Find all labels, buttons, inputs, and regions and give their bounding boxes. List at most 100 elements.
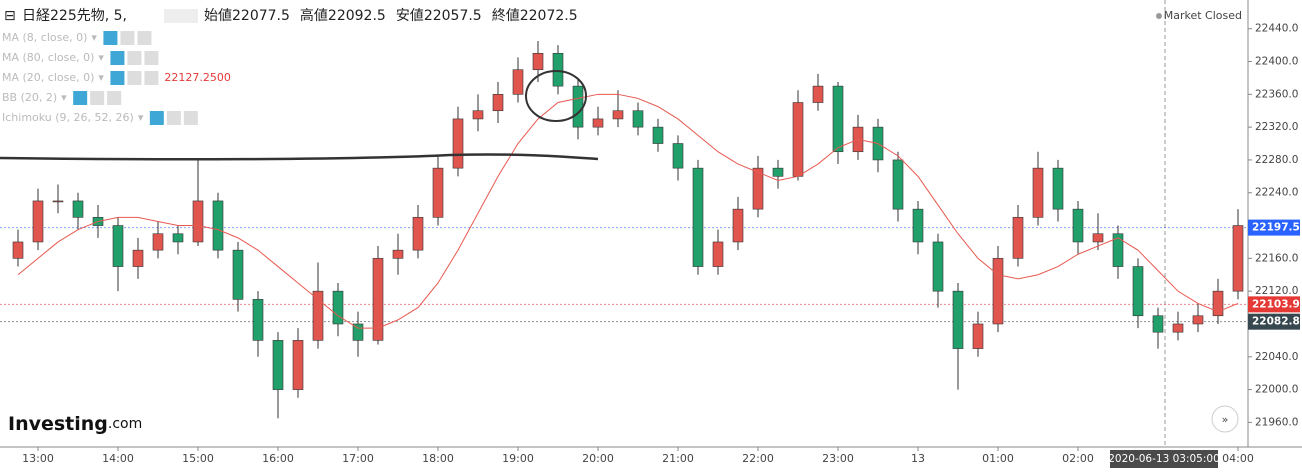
- candle-body: [212, 200, 224, 251]
- candle-body: [1152, 315, 1164, 333]
- candle-body: [412, 217, 424, 251]
- candle-body: [932, 241, 944, 292]
- indicator-label: Ichimoku (9, 26, 52, 26): [2, 111, 134, 124]
- x-tick-label: 14:00: [102, 452, 134, 465]
- candle-body: [592, 118, 604, 128]
- indicator-button[interactable]: [183, 111, 198, 125]
- candle-body: [792, 102, 804, 177]
- dropdown: ▾: [61, 91, 67, 104]
- cursor-label: 2020-06-13 03:05:00: [1108, 453, 1220, 465]
- x-tick-label: 17:00: [342, 452, 374, 465]
- indicator-label: MA (20, close, 0): [2, 71, 94, 84]
- price-tag-label: 22082.8: [1252, 316, 1300, 328]
- y-tick-label: 22240.0: [1255, 187, 1298, 199]
- moving-average: [17, 93, 1239, 329]
- candle-body: [112, 225, 124, 267]
- candle-body: [232, 249, 244, 300]
- candle-body: [972, 323, 984, 349]
- indicator-button[interactable]: [144, 71, 159, 85]
- price-tag-label: 22103.9: [1252, 298, 1300, 310]
- candle-body: [132, 249, 144, 267]
- x-tick-label: 15:00: [182, 452, 214, 465]
- candle-body: [752, 167, 764, 210]
- candle-body: [692, 167, 704, 267]
- y-tick-label: 22440.0: [1255, 23, 1298, 35]
- candle-body: [672, 143, 684, 169]
- indicator-button[interactable]: [127, 71, 142, 85]
- field-label: 終値: [492, 8, 520, 24]
- candle-body: [1212, 290, 1224, 317]
- indicator-button[interactable]: [166, 111, 181, 125]
- candle-body: [1072, 208, 1084, 243]
- candle-body: [152, 233, 164, 251]
- candle-body: [332, 290, 344, 325]
- candle-body: [312, 290, 324, 341]
- indicator-button[interactable]: [144, 51, 159, 65]
- indicator-button[interactable]: [110, 51, 125, 65]
- indicator-button[interactable]: [90, 91, 105, 105]
- toolbar-icons[interactable]: [164, 9, 198, 23]
- dropdown: ▾: [98, 71, 104, 84]
- indicator-button[interactable]: [120, 31, 135, 45]
- candle-body: [992, 258, 1004, 325]
- x-tick-label: 13: [911, 452, 925, 465]
- drawn-circle: [525, 70, 587, 122]
- candle-body: [1092, 233, 1104, 243]
- dropdown: ▾: [91, 31, 97, 44]
- x-tick-label: 21:00: [662, 452, 694, 465]
- drawn-line: [0, 153, 599, 161]
- candle-body: [712, 241, 724, 267]
- indicator-label: MA (80, close, 0): [2, 51, 94, 64]
- x-tick-label: 22:00: [742, 452, 774, 465]
- y-tick-label: 22040.0: [1255, 351, 1298, 363]
- candle-body: [12, 241, 24, 259]
- collapse-icon[interactable]: ⊟: [4, 8, 16, 24]
- y-tick-label: 22280.0: [1255, 154, 1298, 166]
- candle-body: [552, 53, 564, 87]
- candle-body: [52, 200, 64, 203]
- price-tag: [1248, 313, 1300, 330]
- y-tick-label: 22000.0: [1255, 384, 1298, 396]
- status-dot: [1156, 13, 1162, 19]
- indicator-button[interactable]: [110, 71, 125, 85]
- scroll-button[interactable]: [1211, 405, 1239, 433]
- candle-body: [432, 167, 444, 218]
- candle-body: [392, 249, 404, 259]
- candle-body: [172, 233, 184, 243]
- field-label: 高値: [300, 7, 328, 24]
- candle-body: [1112, 233, 1124, 267]
- indicator-button[interactable]: [149, 111, 164, 125]
- price-tag-label: 22197.5: [1252, 222, 1300, 234]
- candle-body: [32, 200, 44, 243]
- candle-body: [292, 340, 304, 390]
- scroll-icon[interactable]: »: [1222, 413, 1229, 426]
- indicator-button[interactable]: [127, 51, 142, 65]
- field-label: 安値: [396, 8, 424, 24]
- y-tick-label: 22320.0: [1255, 121, 1298, 133]
- candle-body: [472, 110, 484, 120]
- y-tick-label: 22160.0: [1255, 252, 1298, 264]
- candle-body: [832, 85, 844, 153]
- logo: Investing.com: [8, 413, 142, 435]
- candle-body: [1012, 217, 1024, 259]
- cursor-tag: [1110, 450, 1218, 468]
- indicator-button[interactable]: [107, 91, 122, 105]
- indicator-button[interactable]: [137, 31, 152, 45]
- candle-body: [572, 85, 584, 128]
- market-status: Market Closed: [1164, 9, 1242, 22]
- indicator-button[interactable]: [103, 31, 118, 45]
- candle-body: [772, 167, 784, 177]
- dropdown: ▾: [138, 111, 144, 124]
- ohlc-field: 安値22057.5: [396, 8, 482, 24]
- candle-body: [272, 340, 284, 390]
- candle-body: [812, 85, 824, 103]
- candle-body: [352, 323, 364, 341]
- indicator-value: 22127.2500: [164, 71, 230, 84]
- candle-body: [192, 200, 204, 243]
- indicator-button[interactable]: [73, 91, 88, 105]
- indicator-label: BB (20, 2): [2, 91, 57, 104]
- price-tag: [1248, 219, 1300, 236]
- y-tick-label: 22360.0: [1255, 88, 1298, 100]
